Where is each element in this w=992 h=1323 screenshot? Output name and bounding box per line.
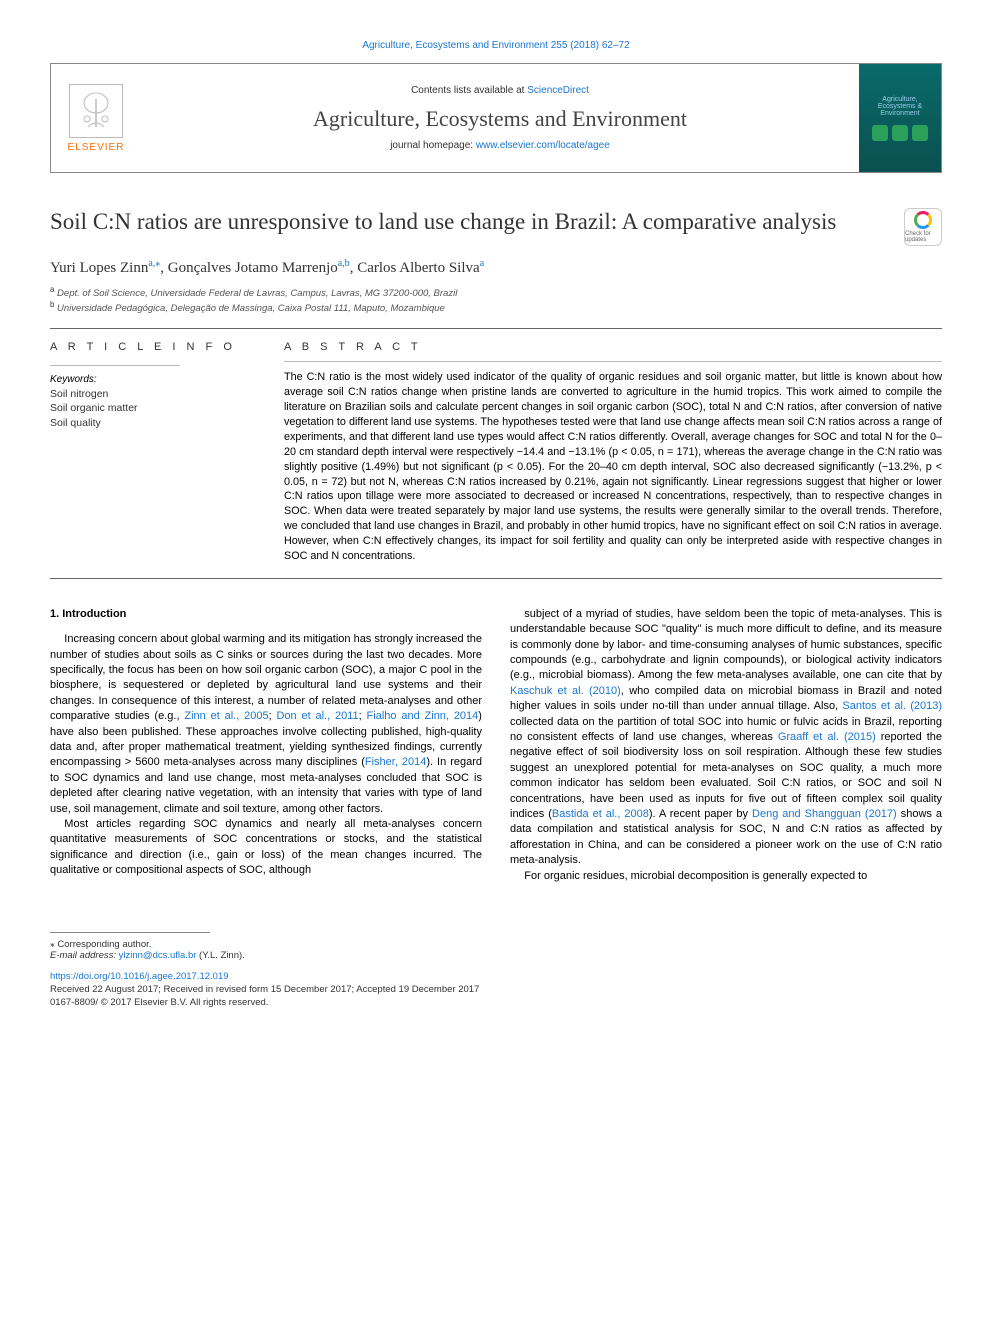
article-info-heading: A R T I C L E I N F O xyxy=(50,341,250,353)
elsevier-tree-icon xyxy=(69,84,123,138)
crossmark-icon xyxy=(914,211,932,229)
citation-link[interactable]: Zinn et al., 2005 xyxy=(184,710,268,722)
author-name: Yuri Lopes Zinn xyxy=(50,260,148,276)
author-name: Carlos Alberto Silva xyxy=(357,260,480,276)
citation-link[interactable]: Don et al., 2011 xyxy=(276,710,358,722)
citation-link[interactable]: Deng and Shangguan (2017) xyxy=(752,808,897,820)
homepage-line: journal homepage: www.elsevier.com/locat… xyxy=(390,140,610,151)
author-affiliation-ref[interactable]: a,b xyxy=(338,258,350,269)
author-list: Yuri Lopes Zinna,⁎, Gonçalves Jotamo Mar… xyxy=(50,258,942,277)
body-paragraph: For organic residues, microbial decompos… xyxy=(510,869,942,884)
cover-glyph-icon xyxy=(912,125,928,141)
affiliations: a Dept. of Soil Science, Universidade Fe… xyxy=(50,285,942,314)
article-body: 1. Introduction Increasing concern about… xyxy=(50,607,942,884)
citation-link[interactable]: Fialho and Zinn, 2014 xyxy=(367,710,479,722)
body-paragraph: subject of a myriad of studies, have sel… xyxy=(510,607,942,869)
footer: ⁎ Corresponding author. E-mail address: … xyxy=(50,932,942,1008)
keyword: Soil nitrogen xyxy=(50,387,250,401)
journal-cover-thumbnail: Agriculture, Ecosystems & Environment xyxy=(859,64,941,172)
elsevier-logo: ELSEVIER xyxy=(51,64,141,172)
keywords-label: Keywords: xyxy=(50,370,250,385)
body-paragraph: Increasing concern about global warming … xyxy=(50,632,482,817)
affiliation-b: Universidade Pedagógica, Delegação de Ma… xyxy=(57,303,445,314)
citation-link[interactable]: Santos et al. (2013) xyxy=(842,700,942,712)
body-paragraph: Most articles regarding SOC dynamics and… xyxy=(50,817,482,879)
cover-caption: Agriculture, Ecosystems & Environment xyxy=(863,96,937,117)
running-citation: Agriculture, Ecosystems and Environment … xyxy=(50,40,942,51)
doi-link[interactable]: https://doi.org/10.1016/j.agee.2017.12.0… xyxy=(50,971,229,982)
corresponding-author-mark[interactable]: ⁎ xyxy=(155,258,160,269)
homepage-prefix: journal homepage: xyxy=(390,140,476,151)
citation-link[interactable]: Agriculture, Ecosystems and Environment … xyxy=(362,40,629,51)
email-line: E-mail address: ylzinn@dcs.ufla.br (Y.L.… xyxy=(50,950,942,961)
article-info-column: A R T I C L E I N F O Keywords: Soil nit… xyxy=(50,341,250,564)
divider xyxy=(50,578,942,579)
author-affiliation-ref[interactable]: a xyxy=(480,258,484,269)
article-title: Soil C:N ratios are unresponsive to land… xyxy=(50,208,836,237)
corresponding-author-note: ⁎ Corresponding author. xyxy=(50,939,942,950)
divider xyxy=(50,328,942,329)
contents-line: Contents lists available at ScienceDirec… xyxy=(411,85,589,96)
section-heading: 1. Introduction xyxy=(50,607,482,622)
email-link[interactable]: ylzinn@dcs.ufla.br xyxy=(119,950,197,961)
keyword: Soil organic matter xyxy=(50,401,250,415)
journal-center: Contents lists available at ScienceDirec… xyxy=(141,64,859,172)
elsevier-brand-text: ELSEVIER xyxy=(68,142,125,153)
journal-name: Agriculture, Ecosystems and Environment xyxy=(313,106,687,132)
citation-link[interactable]: Graaff et al. (2015) xyxy=(778,731,876,743)
cover-glyph-icon xyxy=(892,125,908,141)
contents-prefix: Contents lists available at xyxy=(411,85,527,96)
article-dates: Received 22 August 2017; Received in rev… xyxy=(50,984,942,995)
affiliation-a: Dept. of Soil Science, Universidade Fede… xyxy=(57,288,457,299)
author-name: Gonçalves Jotamo Marrenjo xyxy=(168,260,338,276)
citation-link[interactable]: Kaschuk et al. (2010) xyxy=(510,685,621,697)
sciencedirect-link[interactable]: ScienceDirect xyxy=(527,85,589,96)
homepage-link[interactable]: www.elsevier.com/locate/agee xyxy=(476,140,610,151)
crossmark-label: Check for updates xyxy=(905,231,941,243)
citation-link[interactable]: Fisher, 2014 xyxy=(365,756,426,768)
copyright: 0167-8809/ © 2017 Elsevier B.V. All righ… xyxy=(50,997,942,1008)
cover-glyph-icon xyxy=(872,125,888,141)
footnote-rule xyxy=(50,932,210,933)
journal-header: ELSEVIER Contents lists available at Sci… xyxy=(50,63,942,173)
abstract-heading: A B S T R A C T xyxy=(284,341,942,353)
citation-link[interactable]: Bastida et al., 2008 xyxy=(552,808,649,820)
crossmark-badge[interactable]: Check for updates xyxy=(904,208,942,246)
abstract-column: A B S T R A C T The C:N ratio is the mos… xyxy=(284,341,942,564)
abstract-text: The C:N ratio is the most widely used in… xyxy=(284,370,942,564)
keyword: Soil quality xyxy=(50,416,250,430)
